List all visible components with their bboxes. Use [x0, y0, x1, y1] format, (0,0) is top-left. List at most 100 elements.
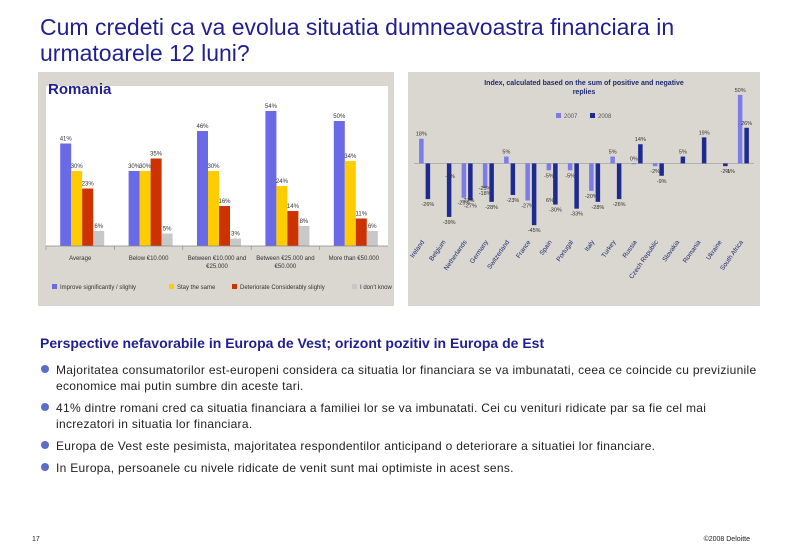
- data-label: -33%: [570, 212, 583, 218]
- data-label: 30%: [139, 164, 152, 170]
- bar: [71, 171, 83, 246]
- data-label: 8%: [300, 219, 309, 225]
- data-label: 23%: [82, 182, 95, 188]
- legend-swatch: [52, 284, 57, 289]
- x-tick-label: €50.000: [275, 264, 297, 270]
- data-label: -9%: [657, 179, 667, 185]
- legend-swatch: [556, 113, 561, 118]
- data-label: -28%: [485, 205, 498, 211]
- bar: [510, 163, 516, 195]
- x-tick-label: Spain: [538, 239, 553, 257]
- data-label: 50%: [735, 88, 746, 94]
- bar: [128, 171, 140, 246]
- bullet-item: 41% dintre romani cred ca situatia finan…: [40, 400, 760, 432]
- data-label: -20%: [585, 194, 598, 200]
- bar: [567, 163, 573, 171]
- legend-label: Deteriorate Considerably slighly: [240, 285, 325, 291]
- data-label: -26%: [421, 202, 434, 208]
- bar: [366, 231, 378, 246]
- bar: [150, 158, 162, 246]
- data-label: -23%: [506, 198, 519, 204]
- x-tick-label: France: [515, 239, 533, 260]
- bar: [525, 163, 530, 201]
- bullet-list: Majoritatea consumatorilor est-europeni …: [40, 362, 760, 482]
- bullet-item: In Europa, persoanele cu nivele ridicate…: [40, 460, 760, 476]
- data-label: -39%: [443, 220, 456, 226]
- bar: [589, 163, 594, 191]
- data-label: -2%: [720, 169, 730, 175]
- data-label: -25%: [457, 201, 470, 207]
- x-tick-label: Average: [69, 256, 92, 262]
- bar: [595, 163, 601, 202]
- data-label: -26%: [613, 202, 626, 208]
- data-label: 6%: [546, 198, 554, 204]
- bar: [60, 143, 72, 246]
- bar: [276, 186, 288, 246]
- bar: [230, 238, 241, 246]
- chart-title: Index, calculated based on the sum of po…: [484, 80, 684, 87]
- bullet-dot-icon: [41, 441, 49, 449]
- x-tick-label: Below €10.000: [129, 256, 169, 262]
- bar: [461, 163, 467, 198]
- bar: [553, 163, 558, 205]
- data-label: -5%: [565, 173, 575, 179]
- data-label: 14%: [635, 137, 646, 143]
- bar: [219, 206, 230, 246]
- data-label: 46%: [196, 124, 209, 130]
- bar: [680, 156, 686, 164]
- index-bar-chart: Index, calculated based on the sum of po…: [409, 80, 754, 280]
- data-label: -25%: [479, 186, 492, 192]
- bullet-text: Majoritatea consumatorilor est-europeni …: [56, 363, 757, 393]
- data-label: 41%: [60, 137, 73, 143]
- data-label: 30%: [207, 164, 220, 170]
- data-label: 30%: [128, 164, 141, 170]
- x-tick-label: Belgium: [428, 239, 447, 262]
- bar: [638, 144, 643, 164]
- bar: [344, 161, 356, 246]
- legend-swatch: [232, 284, 237, 289]
- bar: [482, 163, 488, 189]
- romania-bar-chart: Romania41%30%23%6%Average30%30%35%5%Belo…: [45, 81, 392, 291]
- data-label: 5%: [679, 150, 687, 156]
- data-label: 6%: [368, 224, 377, 230]
- legend-label: 2008: [598, 114, 612, 120]
- legend-label: I don't know: [360, 285, 392, 291]
- bar: [468, 163, 473, 201]
- bar: [161, 233, 173, 246]
- bullet-item: Majoritatea consumatorilor est-europeni …: [40, 362, 760, 394]
- bar: [333, 121, 345, 246]
- data-label: 3%: [231, 232, 240, 238]
- data-label: -18%: [479, 191, 492, 197]
- data-label: -1%: [725, 169, 735, 175]
- x-tick-label: Germany: [469, 239, 490, 266]
- data-label: 30%: [71, 164, 84, 170]
- data-label: 18%: [416, 132, 427, 138]
- bar: [659, 163, 664, 176]
- bar: [82, 188, 94, 246]
- data-label: 50%: [333, 114, 346, 120]
- data-label: -30%: [549, 208, 562, 214]
- data-label: 26%: [741, 121, 752, 127]
- bullet-dot-icon: [41, 403, 49, 411]
- data-label: 16%: [218, 199, 231, 205]
- data-label: 35%: [150, 152, 163, 158]
- bullet-dot-icon: [41, 365, 49, 373]
- data-label: -27%: [521, 203, 534, 209]
- bar: [287, 211, 299, 246]
- x-tick-label: Russia: [622, 239, 639, 260]
- data-label: 6%: [94, 224, 103, 230]
- data-label: -27%: [462, 198, 475, 204]
- x-tick-label: Between €10.000 and: [188, 256, 246, 262]
- chart-title: Romania: [48, 81, 112, 98]
- bar: [446, 163, 452, 217]
- bullet-text: Europa de Vest este pesimista, majoritat…: [56, 439, 656, 453]
- slide-title: Cum credeti ca va evolua situatia dumnea…: [40, 14, 675, 66]
- bar: [610, 156, 615, 164]
- bar: [355, 218, 367, 246]
- x-tick-label: Slovakia: [661, 239, 681, 263]
- romania-chart-panel: Romania 41% 30% 23% 6% Average 30% 30% 35% 5% Belo…: [38, 72, 394, 306]
- data-label: -2%: [650, 169, 660, 175]
- x-tick-label: €25.000: [206, 264, 228, 270]
- data-label: 5%: [502, 150, 510, 156]
- bar: [631, 163, 637, 165]
